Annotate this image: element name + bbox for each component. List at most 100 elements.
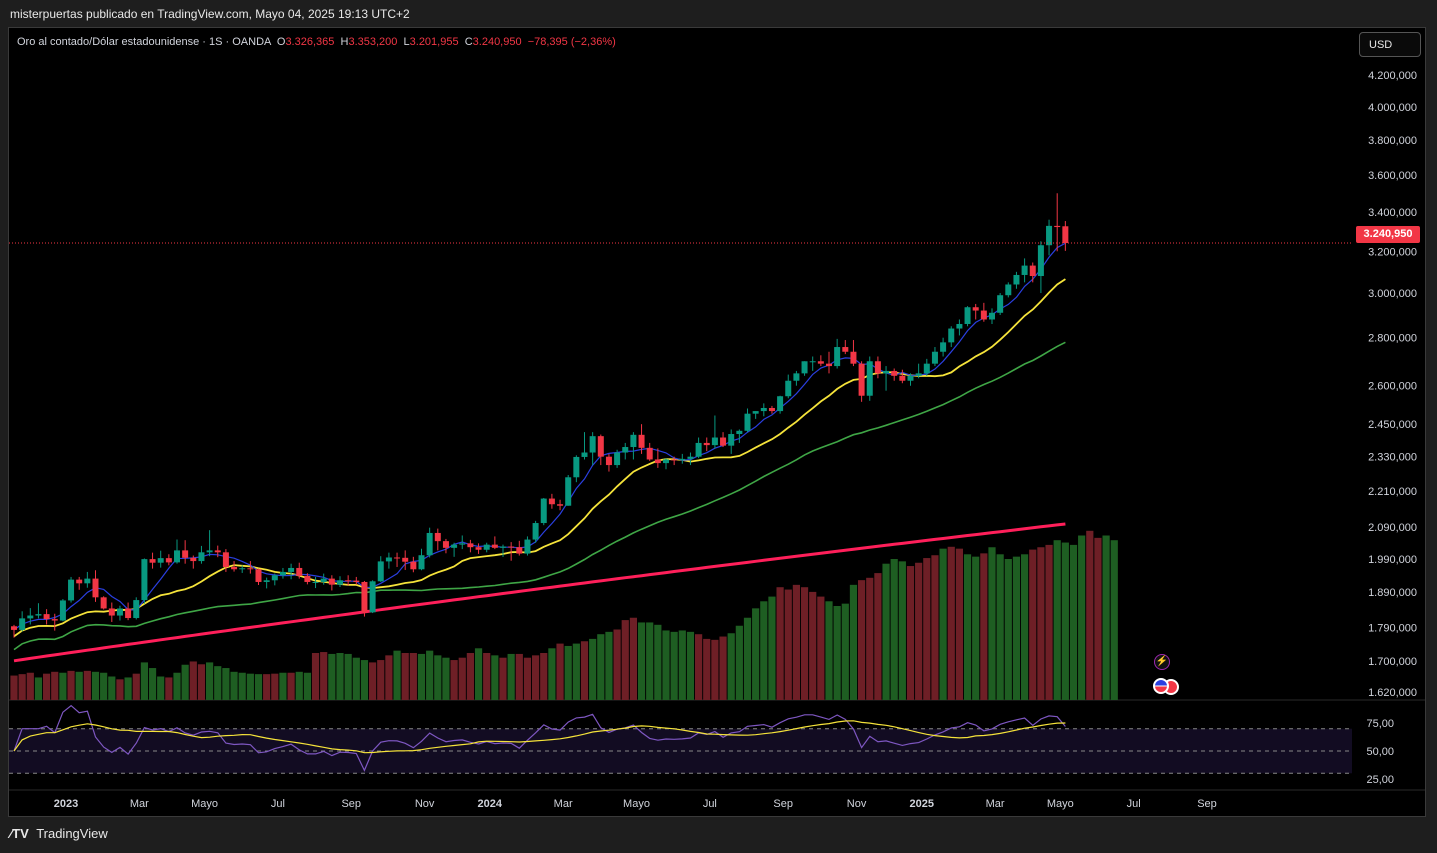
volume-bar (874, 573, 882, 700)
volume-bar (915, 562, 923, 700)
price-tick-label: 1.700,000 (1368, 656, 1417, 668)
price-tick-label: 2.090,000 (1368, 522, 1417, 534)
volume-bar (458, 657, 466, 700)
price-tick-label: 4.200,000 (1368, 70, 1417, 82)
volume-bar (67, 670, 75, 700)
time-tick-label: 2024 (478, 798, 503, 810)
volume-bar (768, 596, 776, 700)
candle-body (1029, 265, 1036, 277)
candle-body (247, 568, 254, 570)
volume-bar (83, 670, 91, 700)
candle-body (426, 532, 433, 556)
volume-bar (597, 634, 605, 700)
volume-bar (206, 662, 214, 700)
volume-bar (148, 668, 157, 700)
candle-body (654, 459, 661, 464)
candle-body (752, 411, 759, 414)
volume-bar (238, 672, 246, 700)
symbol-name[interactable]: Oro al contado/Dólar estadounidense · 1S… (17, 36, 271, 48)
candle-body (744, 413, 751, 431)
volume-bar (580, 641, 589, 700)
volume-bar (181, 664, 189, 700)
volume-bar (417, 653, 426, 700)
currency-button[interactable]: USD (1359, 32, 1421, 57)
candle-body (288, 567, 295, 572)
volume-bar (140, 662, 148, 700)
price-tick-label: 2.210,000 (1368, 486, 1417, 498)
volume-bar (369, 662, 377, 700)
candle-body (1005, 284, 1012, 296)
candle-body (84, 578, 91, 584)
volume-bar (1004, 559, 1012, 700)
volume-bar (336, 653, 344, 700)
ma-fast-line (13, 242, 1066, 631)
candle-body (540, 498, 547, 524)
volume-bar (197, 664, 206, 700)
volume-bar (1102, 535, 1110, 700)
price-tick-label: 2.450,000 (1368, 419, 1417, 431)
volume-bar (898, 561, 906, 700)
volume-bar (532, 655, 540, 700)
us-flag-icon[interactable] (1153, 678, 1169, 694)
candle-body (361, 581, 368, 613)
candle-body (565, 477, 572, 506)
candle-body (589, 436, 596, 453)
rsi-tick-label: 75,00 (1366, 718, 1394, 730)
lightning-icon[interactable]: ⚡ (1154, 654, 1170, 670)
candle-body (377, 561, 384, 582)
volume-bar (450, 660, 458, 700)
time-tick-label: Mar (554, 798, 573, 810)
close-label: C (464, 36, 473, 48)
candle-body (899, 375, 906, 381)
candle-body (931, 351, 938, 364)
volume-bar (670, 631, 678, 700)
volume-bar (906, 566, 915, 700)
candle-body (768, 407, 775, 412)
ma-long-line (13, 522, 1066, 663)
time-tick-label: Mayo (1047, 798, 1074, 810)
candle-body (328, 578, 335, 585)
volume-bar (743, 617, 752, 700)
volume-bar (817, 596, 825, 700)
candle-body (883, 370, 890, 374)
volume-bar (947, 546, 955, 700)
volume-bar (409, 653, 417, 700)
volume-bar (491, 655, 499, 700)
candle-body (801, 361, 808, 374)
publisher-text: misterpuertas publicado en TradingView.c… (10, 7, 410, 21)
time-tick-label: Mayo (191, 798, 218, 810)
candle-body (891, 370, 898, 376)
candle-body (467, 543, 474, 548)
candle-body (345, 580, 352, 582)
time-tick-label: Mayo (623, 798, 650, 810)
candle-body (1046, 225, 1053, 246)
volume-bar (629, 617, 637, 700)
top-bar: misterpuertas publicado en TradingView.c… (0, 0, 1437, 28)
candle-body (27, 615, 34, 619)
candle-body (711, 437, 718, 446)
candle-body (842, 347, 849, 352)
volume-bar (1061, 542, 1069, 700)
volume-bar (686, 631, 695, 700)
change-value: −78,395 (−2,36%) (527, 36, 616, 48)
candle-body (785, 380, 792, 397)
volume-bar (230, 671, 238, 700)
footer-brand[interactable]: ⁄TV TradingView (10, 826, 108, 841)
volume-bar (434, 655, 442, 700)
volume-bar (426, 650, 434, 700)
low-label: L (403, 36, 410, 48)
price-tick-label: 3.200,000 (1368, 246, 1417, 258)
open-label: O (276, 36, 286, 48)
candle-body (736, 430, 743, 435)
time-tick-label: 2025 (910, 798, 934, 810)
candle-body (475, 547, 482, 550)
volume-bar (800, 587, 809, 700)
volume-bar (1037, 547, 1045, 700)
volume-bar (564, 645, 572, 700)
volume-bar (727, 633, 735, 700)
candle-body (182, 550, 189, 558)
volume-bar (841, 603, 849, 700)
volume-bar (849, 584, 858, 700)
candle-body (255, 569, 262, 582)
